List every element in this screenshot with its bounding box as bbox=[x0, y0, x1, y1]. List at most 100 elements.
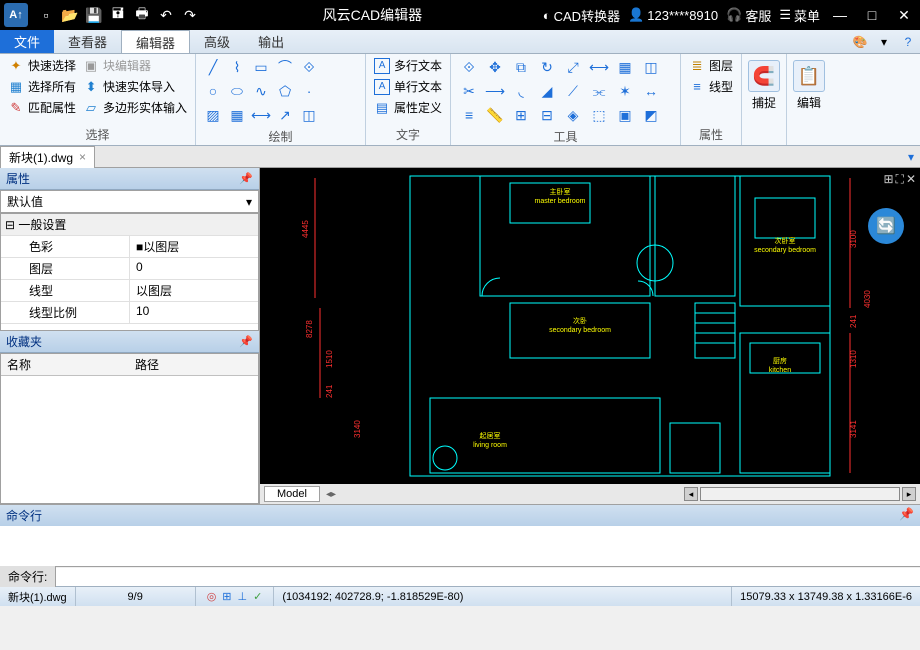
menu-button[interactable]: ☰ 菜单 bbox=[779, 6, 820, 25]
block-editor-button[interactable]: ▣块编辑器 bbox=[81, 56, 189, 75]
tool6-icon[interactable]: ⬚ bbox=[587, 104, 611, 126]
draw-rect-icon[interactable]: ▭ bbox=[250, 56, 272, 78]
measure-icon[interactable]: 📏 bbox=[483, 104, 507, 126]
prop-row-color[interactable]: 色彩■以图层 bbox=[1, 236, 258, 258]
mirror-icon[interactable]: ⟷ bbox=[587, 56, 611, 78]
fab-button[interactable]: 🔄 bbox=[868, 208, 904, 244]
edit-button[interactable]: 📋编辑 bbox=[791, 56, 827, 115]
ribbon-style-icon[interactable]: 🎨 bbox=[848, 30, 872, 53]
saveas-icon[interactable]: 🖬 bbox=[108, 5, 128, 25]
layers-button[interactable]: ≣图层 bbox=[687, 56, 735, 75]
draw-leader-icon[interactable]: ↗ bbox=[274, 104, 296, 126]
offset-icon[interactable]: ◫ bbox=[639, 56, 663, 78]
hscrollbar[interactable] bbox=[700, 487, 900, 501]
polar-toggle-icon[interactable]: ✓ bbox=[253, 590, 262, 603]
join-icon[interactable]: ⫘ bbox=[587, 80, 611, 102]
redo-icon[interactable]: ↷ bbox=[180, 5, 200, 25]
tab-nav-icon[interactable]: ◂▸ bbox=[320, 489, 342, 500]
group-icon[interactable]: ⊞ bbox=[509, 104, 533, 126]
tool-icon[interactable]: ⟐ bbox=[457, 56, 481, 78]
draw-point-icon[interactable]: · bbox=[298, 80, 320, 102]
undo-icon[interactable]: ↶ bbox=[156, 5, 176, 25]
prop-row-linetype[interactable]: 线型以图层 bbox=[1, 280, 258, 302]
props-combo[interactable]: 默认值▾ bbox=[0, 190, 259, 213]
mtext-button[interactable]: A多行文本 bbox=[372, 56, 444, 75]
view-icon[interactable]: ✕ bbox=[906, 172, 916, 187]
model-tab[interactable]: Model bbox=[264, 486, 320, 502]
pin-icon[interactable]: 📌 bbox=[239, 335, 253, 348]
cmd-input[interactable] bbox=[56, 568, 920, 586]
close-tab-icon[interactable]: × bbox=[79, 150, 86, 164]
draw-region-icon[interactable]: ▦ bbox=[226, 104, 248, 126]
solid-import-button[interactable]: ⬍快速实体导入 bbox=[81, 77, 189, 96]
attdef-button[interactable]: ▤属性定义 bbox=[372, 98, 444, 117]
fillet-icon[interactable]: ◟ bbox=[509, 80, 533, 102]
move-icon[interactable]: ✥ bbox=[483, 56, 507, 78]
canvas[interactable]: ⊞⛶✕ 🔄 bbox=[260, 168, 920, 484]
tool7-icon[interactable]: ▣ bbox=[613, 104, 637, 126]
pin-icon[interactable]: 📌 bbox=[239, 172, 253, 185]
explode-icon[interactable]: ✶ bbox=[613, 80, 637, 102]
tab-editor[interactable]: 编辑器 bbox=[121, 30, 190, 53]
break-icon[interactable]: ⟋ bbox=[561, 80, 585, 102]
snap-toggle-icon[interactable]: ◎ bbox=[207, 590, 217, 603]
open-icon[interactable]: 📂 bbox=[60, 5, 80, 25]
ungroup-icon[interactable]: ⊟ bbox=[535, 104, 559, 126]
stretch-icon[interactable]: ↔ bbox=[639, 80, 663, 102]
select-all-button[interactable]: ▦选择所有 bbox=[6, 77, 78, 96]
draw-ellipse-icon[interactable]: ⬭ bbox=[226, 80, 248, 102]
match-props-button[interactable]: ✎匹配属性 bbox=[6, 98, 78, 117]
view-icon[interactable]: ⛶ bbox=[896, 172, 904, 187]
draw-dim-icon[interactable]: ⟷ bbox=[250, 104, 272, 126]
converter-button[interactable]: ◐ CAD转换器 bbox=[543, 6, 620, 25]
draw-tool-icon[interactable]: ⟐ bbox=[298, 56, 320, 78]
rotate-icon[interactable]: ↻ bbox=[535, 56, 559, 78]
new-icon[interactable]: ▫ bbox=[36, 5, 56, 25]
draw-polyline-icon[interactable]: ⌇ bbox=[226, 56, 248, 78]
ortho-toggle-icon[interactable]: ⊥ bbox=[238, 590, 248, 603]
props-group-general[interactable]: ⊟ 一般设置 bbox=[1, 214, 258, 236]
tab-advanced[interactable]: 高级 bbox=[190, 30, 244, 53]
minimize-button[interactable]: — bbox=[828, 3, 852, 27]
copy-icon[interactable]: ⧉ bbox=[509, 56, 533, 78]
grid-toggle-icon[interactable]: ⊞ bbox=[222, 590, 231, 603]
scroll-left-icon[interactable]: ◂ bbox=[684, 487, 698, 501]
doc-tab[interactable]: 新块(1).dwg× bbox=[0, 146, 95, 168]
trim-icon[interactable]: ✂ bbox=[457, 80, 481, 102]
draw-block-icon[interactable]: ◫ bbox=[298, 104, 320, 126]
tab-file[interactable]: 文件 bbox=[0, 30, 54, 53]
scroll-right-icon[interactable]: ▸ bbox=[902, 487, 916, 501]
save-icon[interactable]: 💾 bbox=[84, 5, 104, 25]
prop-row-layer[interactable]: 图层0 bbox=[1, 258, 258, 280]
pin-icon[interactable]: 📌 bbox=[899, 507, 914, 524]
maximize-button[interactable]: □ bbox=[860, 3, 884, 27]
draw-arc-icon[interactable]: ⌒ bbox=[274, 56, 296, 78]
extend-icon[interactable]: ⟶ bbox=[483, 80, 507, 102]
quick-select-button[interactable]: ✦快速选择 bbox=[6, 56, 78, 75]
draw-circle-icon[interactable]: ○ bbox=[202, 80, 224, 102]
tab-viewer[interactable]: 查看器 bbox=[54, 30, 121, 53]
stext-button[interactable]: A单行文本 bbox=[372, 77, 444, 96]
snap-button[interactable]: 🧲捕捉 bbox=[746, 56, 782, 115]
draw-spline-icon[interactable]: ∿ bbox=[250, 80, 272, 102]
print-icon[interactable]: 🖶 bbox=[132, 5, 152, 25]
poly-import-button[interactable]: ▱多边形实体输入 bbox=[81, 98, 189, 117]
draw-polygon-icon[interactable]: ⬠ bbox=[274, 80, 296, 102]
draw-hatch-icon[interactable]: ▨ bbox=[202, 104, 224, 126]
tool5-icon[interactable]: ◈ bbox=[561, 104, 585, 126]
ribbon-dropdown-icon[interactable]: ▾ bbox=[872, 30, 896, 53]
scale-icon[interactable]: ⤢ bbox=[561, 56, 585, 78]
collapse-ribbon-icon[interactable]: ▾ bbox=[902, 150, 920, 164]
help-icon[interactable]: ? bbox=[896, 30, 920, 53]
align-icon[interactable]: ≡ bbox=[457, 104, 481, 126]
draw-line-icon[interactable]: ╱ bbox=[202, 56, 224, 78]
view-icon[interactable]: ⊞ bbox=[883, 172, 893, 187]
close-button[interactable]: ✕ bbox=[892, 3, 916, 27]
tool8-icon[interactable]: ◩ bbox=[639, 104, 663, 126]
support-button[interactable]: 🎧 客服 bbox=[726, 6, 771, 25]
prop-row-lscale[interactable]: 线型比例10 bbox=[1, 302, 258, 324]
array-icon[interactable]: ▦ bbox=[613, 56, 637, 78]
linetype-button[interactable]: ≡线型 bbox=[687, 77, 735, 96]
user-label[interactable]: 👤 123****8910 bbox=[628, 7, 718, 23]
tab-output[interactable]: 输出 bbox=[244, 30, 298, 53]
